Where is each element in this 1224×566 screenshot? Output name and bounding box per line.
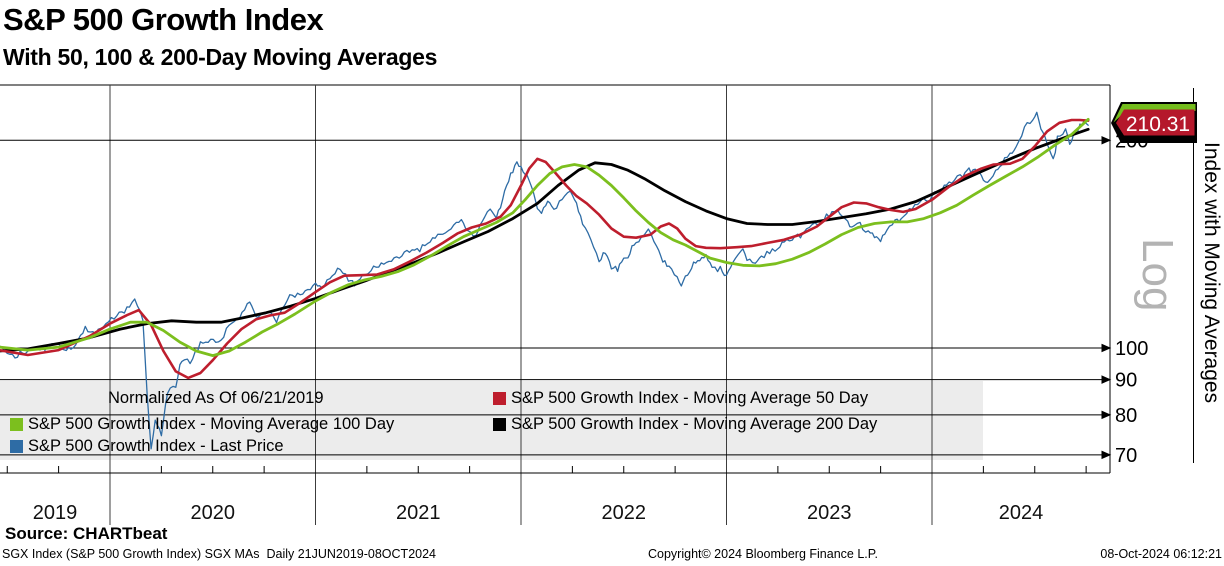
y-tick-100: 100 xyxy=(1115,338,1148,360)
footer-copyright: Copyright© 2024 Bloomberg Finance L.P. xyxy=(648,547,878,561)
log-scale-label: Log xyxy=(1133,238,1182,312)
last-price-badge: 210.31 xyxy=(1111,102,1197,143)
footer-timestamp: 08-Oct-2024 06:12:21 xyxy=(1100,547,1222,561)
x-axis-labels: 2019 2020 2021 2022 2023 2024 xyxy=(33,502,1044,524)
series-ma200 xyxy=(0,127,1090,353)
series-ma50 xyxy=(0,118,1090,380)
x-tick-2023: 2023 xyxy=(807,502,852,524)
x-tick-2019: 2019 xyxy=(33,502,78,524)
series-ma100 xyxy=(0,117,1090,357)
page-title: S&P 500 Growth Index xyxy=(3,2,324,37)
legend-item-ma50: S&P 500 Growth Index - Moving Average 50… xyxy=(511,389,869,407)
x-tick-2022: 2022 xyxy=(602,502,647,524)
y-tick-90: 90 xyxy=(1115,370,1137,392)
legend-item-ma100: S&P 500 Growth Index - Moving Average 10… xyxy=(28,415,395,433)
right-axis-title: Index with Moving Averages xyxy=(1200,142,1223,404)
legend-swatch-ma100 xyxy=(10,418,23,431)
legend-swatch-last-price xyxy=(10,440,23,453)
footer-ticker-info: SGX Index (S&P 500 Growth Index) SGX MAs… xyxy=(2,547,436,561)
x-tick-2024: 2024 xyxy=(999,502,1044,524)
y-tick-70: 70 xyxy=(1115,445,1137,467)
legend-swatch-ma50 xyxy=(493,392,506,405)
x-tick-2020: 2020 xyxy=(191,502,236,524)
legend-item-last-price: S&P 500 Growth Index - Last Price xyxy=(28,437,284,455)
x-tick-2021: 2021 xyxy=(396,502,441,524)
legend-item-ma200: S&P 500 Growth Index - Moving Average 20… xyxy=(511,415,878,433)
source-label: Source: CHARTbeat xyxy=(5,524,168,543)
gridlines xyxy=(0,84,1194,525)
legend-note: Normalized As Of 06/21/2019 xyxy=(108,389,324,407)
x-minor-ticks xyxy=(6,466,1087,473)
last-price-value: 210.31 xyxy=(1126,113,1190,136)
page-subtitle: With 50, 100 & 200-Day Moving Averages xyxy=(3,44,438,70)
legend-swatch-ma200 xyxy=(493,418,506,431)
y-tick-80: 80 xyxy=(1115,405,1137,427)
